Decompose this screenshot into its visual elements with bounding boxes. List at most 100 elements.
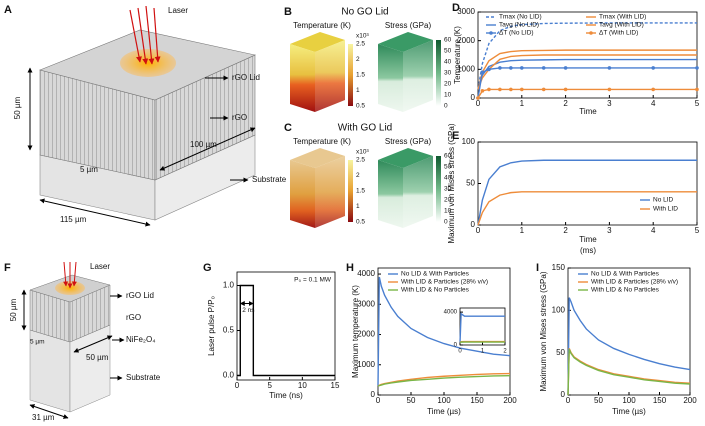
x-tick-label: 0 <box>566 396 571 405</box>
panel-f: F Laser rGO Lid rGO NiFe₂O₄ Substrate 50… <box>4 262 161 422</box>
point <box>695 66 699 70</box>
laser-beams <box>63 261 77 289</box>
legend-label: With LID & No Particles <box>591 287 660 294</box>
y-tick-label: 100 <box>462 137 476 146</box>
line <box>459 312 505 343</box>
x-tick-label: 200 <box>683 396 697 405</box>
x-tick-label: 2 <box>503 349 507 355</box>
y-tick-label: 1000 <box>357 360 375 369</box>
point <box>520 66 524 70</box>
panel-c: C With GO Lid Temperature (K) Stress (GP… <box>284 122 433 228</box>
legend-label: With LID & Particles (28% v/v) <box>401 279 488 286</box>
x-tick-label: 100 <box>437 396 451 405</box>
x-tick-label: 150 <box>653 396 667 405</box>
dim-label: 5 µm <box>80 165 98 174</box>
temperature-label: Temperature (K) <box>293 137 351 146</box>
colorbar-tick: 2 <box>356 172 360 179</box>
chart: 0 5 10 15 0.0 0.5 1.0 G Time (ns) Laser pulse P/P… <box>203 262 340 400</box>
point <box>487 87 491 92</box>
stress-label: Stress (GPa) <box>385 137 432 146</box>
line <box>477 22 697 90</box>
x-axis-label: Time (ns) <box>269 391 303 400</box>
rgo-label: rGO <box>126 313 141 322</box>
line <box>567 297 691 396</box>
legend-marker <box>589 31 593 35</box>
x-tick-label: 0 <box>235 381 240 390</box>
line <box>477 49 697 90</box>
x-tick-label: 0 <box>476 99 481 108</box>
legend-label: Tmax (With LID) <box>599 14 646 21</box>
y-axis-label: Temperature (K) <box>453 26 462 84</box>
colorbar-tick: 2 <box>356 56 360 63</box>
colorbar-tick: 20 <box>444 81 452 88</box>
colorbar-tick: 0.5 <box>356 103 365 110</box>
point <box>520 87 524 92</box>
panel-letter: B <box>284 6 292 18</box>
y-axis-label: Maximum temperature (K) <box>351 285 360 378</box>
y-tick-label: 100 <box>552 305 566 314</box>
y-tick-label: 50 <box>556 348 565 357</box>
particles-label: NiFe₂O₄ <box>126 335 155 344</box>
x-tick-label: 3 <box>607 226 612 235</box>
temperature-colorbar <box>348 44 353 106</box>
legend-marker <box>489 31 493 35</box>
x-tick-label: 15 <box>331 381 340 390</box>
point <box>476 96 480 100</box>
legend-label: No LID & With Particles <box>591 271 660 278</box>
temperature-colorbar <box>348 160 353 222</box>
colorbar-tick: 10 <box>444 92 452 99</box>
laser-label: Laser <box>168 6 188 15</box>
line <box>567 349 691 396</box>
y-tick-label: 0 <box>471 93 476 102</box>
x-axis-label: Time (µs) <box>427 407 461 416</box>
y-tick-label: 4000 <box>444 310 458 316</box>
legend-label: ΔT (With LID) <box>599 30 638 37</box>
colorbar-tick: 20 <box>444 197 452 204</box>
y-tick-label: 0.5 <box>223 326 235 335</box>
annotation: 2 ns <box>242 307 255 314</box>
plot-frame <box>459 307 506 346</box>
x-tick-label: 50 <box>594 396 603 405</box>
y-tick-label: 4000 <box>357 269 375 278</box>
y-tick-label: 0 <box>371 390 376 399</box>
temperature-cube <box>290 148 345 228</box>
colorbar-tick: 1 <box>356 87 360 94</box>
x-axis-label: Time (µs) <box>612 407 646 416</box>
legend-label: No LID & With Particles <box>401 271 470 278</box>
laser-label: Laser <box>90 262 110 271</box>
y-tick-label: 2000 <box>357 330 375 339</box>
dim-label: 50 µm <box>13 96 22 119</box>
panel-title: No GO Lid <box>341 7 388 18</box>
line <box>477 54 697 90</box>
point <box>498 87 502 92</box>
y-axis-label: Maximum von Mises stress (GPa) <box>447 123 456 243</box>
lid-label: rGO Lid <box>232 73 260 82</box>
panel-letter: I <box>536 262 539 274</box>
x-tick-label: 2 <box>563 226 568 235</box>
x-tick-label: 1 <box>520 99 525 108</box>
panel-letter: D <box>452 2 460 14</box>
colorbar-tick: 30 <box>444 70 452 77</box>
legend-label: No LID <box>653 197 674 204</box>
x-tick-label: 150 <box>470 396 484 405</box>
x-tick-label: 0 <box>458 349 462 355</box>
dim-arrow <box>73 335 113 353</box>
laser-beams <box>129 5 161 65</box>
x-tick-label: 1 <box>520 226 525 235</box>
point <box>607 87 612 92</box>
point <box>651 87 655 92</box>
annotation: P₀ = 0.1 MW <box>294 277 332 284</box>
stress-colorbar <box>436 40 441 106</box>
line <box>237 284 335 377</box>
x-tick-label: 200 <box>503 396 517 405</box>
x-tick-label: 0 <box>376 396 381 405</box>
colorbar-tick: 0.5 <box>356 219 365 226</box>
y-tick-label: 50 <box>466 179 475 188</box>
substrate-label: Substrate <box>126 373 161 382</box>
x-axis-label: Time <box>579 107 597 116</box>
y-tick-label: 0 <box>454 343 458 349</box>
x-tick-label: 100 <box>622 396 636 405</box>
line <box>477 58 697 90</box>
